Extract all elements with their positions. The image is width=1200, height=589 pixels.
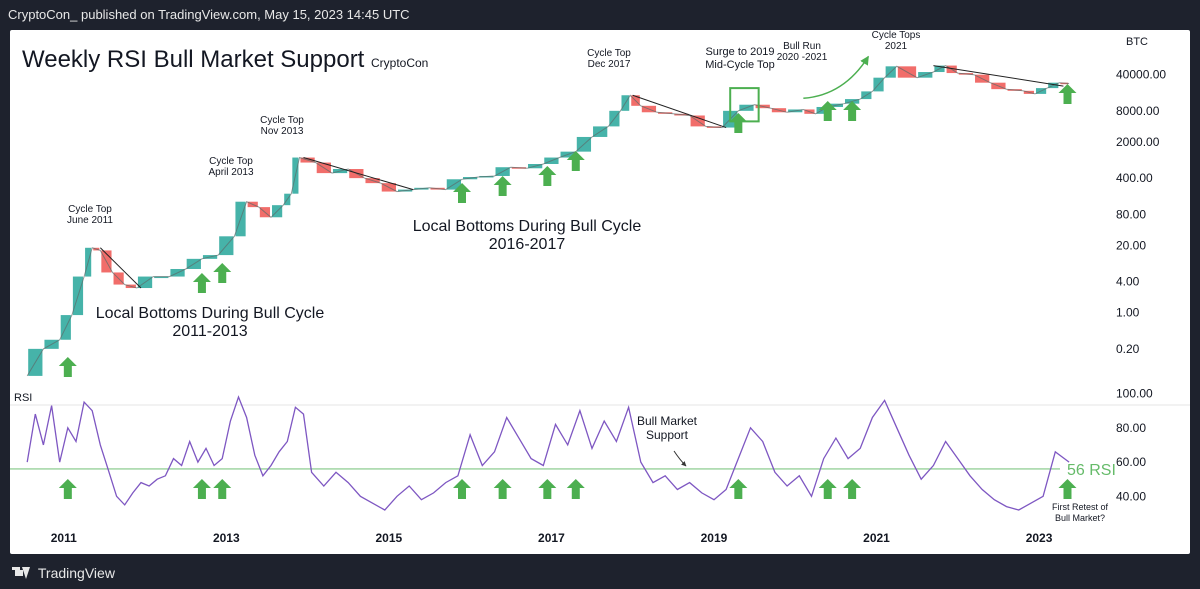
support-pointer-arrow	[673, 450, 687, 467]
rsi-up-arrow-icon	[58, 479, 77, 499]
cycle-top-trendline	[99, 247, 142, 289]
price-tick-label: 4.00	[1116, 275, 1140, 289]
price-tick-label: 40000.00	[1116, 68, 1166, 82]
rsi-tick-label: 100.00	[1116, 387, 1153, 401]
annotation-label: Cycle Top June 2011	[67, 204, 113, 226]
price-tick-label: 80.00	[1116, 207, 1146, 221]
price-up-arrow-icon	[1058, 84, 1077, 104]
chart-svg: 56 RSI BTC 0.20 1.00 4.00 20.00 80.00 400.00 20…	[10, 30, 1190, 545]
price-tick-label: 20.00	[1116, 238, 1146, 252]
footer: TradingView	[0, 556, 1200, 588]
rsi-up-arrow-icon	[1058, 479, 1077, 499]
x-tick-label: 2023	[1026, 531, 1053, 545]
x-tick-label: 2013	[213, 531, 240, 545]
rsi-plot: 56 RSI	[10, 395, 1116, 511]
annotations: Weekly RSI Bull Market Support CryptoCon C…	[22, 30, 1109, 523]
x-tick-label: 2011	[51, 531, 77, 545]
price-up-arrow-icon	[538, 166, 557, 186]
x-tick-label: 2019	[701, 531, 728, 545]
price-up-arrow-icon	[453, 183, 472, 203]
price-up-arrow-icon	[566, 151, 585, 171]
chart-author: CryptoCon	[371, 56, 428, 70]
annotation-label: Bull Run 2020 -2021	[777, 41, 828, 63]
price-candle	[154, 276, 169, 279]
rsi-pane-label: RSI	[14, 392, 32, 404]
rsi-up-arrow-icon	[729, 479, 748, 499]
price-axis-label: BTC	[1126, 36, 1148, 48]
x-tick-label: 2015	[376, 531, 403, 545]
annotation-label: Surge to 2019 Mid-Cycle Top	[705, 46, 775, 71]
rsi-support-label: 56 RSI	[1067, 462, 1116, 479]
rsi-up-arrow-icon	[843, 479, 862, 499]
annotation-label: Cycle Tops 2021	[872, 30, 921, 52]
annotation-label: First Retest of Bull Market?	[1052, 502, 1109, 523]
rsi-up-arrow-icon	[538, 479, 557, 499]
price-up-arrow-icon	[213, 263, 232, 283]
price-up-arrow-icon	[843, 101, 862, 121]
price-line	[26, 65, 1070, 377]
tradingview-logo-icon	[12, 567, 30, 580]
annotation-label: Local Bottoms During Bull Cycle 2011-2013	[96, 305, 325, 340]
annotation-label: Bull Market Support	[637, 414, 698, 442]
price-up-arrow-icon	[729, 113, 748, 133]
price-up-arrow-icon	[818, 101, 837, 121]
price-tick-label: 2000.00	[1116, 135, 1160, 149]
annotation-label: Cycle Top Nov 2013	[260, 115, 304, 137]
footer-brand: TradingView	[37, 565, 115, 582]
price-up-arrow-icon	[58, 357, 77, 377]
price-tick-label: 400.00	[1116, 171, 1153, 185]
rsi-up-arrow-icon	[566, 479, 585, 499]
rsi-tick-label: 80.00	[1116, 421, 1146, 435]
price-plot	[26, 55, 1070, 377]
price-tick-label: 8000.00	[1116, 104, 1160, 118]
rsi-up-arrow-icon	[453, 479, 472, 499]
annotation-label: Cycle Top Dec 2017	[587, 48, 631, 70]
price-up-arrow-icon	[192, 273, 211, 293]
chart-title: Weekly RSI Bull Market Support	[22, 46, 365, 73]
x-tick-label: 2017	[538, 531, 565, 545]
axes: BTC 0.20 1.00 4.00 20.00 80.00 400.00 2000.00 80…	[14, 36, 1166, 545]
rsi-up-arrow-icon	[192, 479, 211, 499]
arrow-markers	[58, 84, 1077, 499]
published-line: CryptoCon_ published on TradingView.com,…	[8, 7, 410, 22]
annotation-label: Local Bottoms During Bull Cycle 2016-2017	[413, 218, 642, 253]
price-tick-label: 1.00	[1116, 306, 1140, 320]
chart-panel: 56 RSI BTC 0.20 1.00 4.00 20.00 80.00 400.00 20…	[10, 30, 1190, 554]
price-tick-label: 0.20	[1116, 342, 1140, 356]
cycle-top-trendline	[632, 94, 727, 129]
annotation-label: Cycle Top April 2013	[208, 156, 253, 178]
published-header: CryptoCon_ published on TradingView.com,…	[0, 0, 1200, 30]
rsi-line	[26, 395, 1070, 511]
rsi-up-arrow-icon	[213, 479, 232, 499]
cycle-top-trendline	[933, 65, 1064, 87]
rsi-tick-label: 60.00	[1116, 455, 1146, 469]
rsi-up-arrow-icon	[818, 479, 837, 499]
x-tick-label: 2021	[863, 531, 890, 545]
rsi-tick-label: 40.00	[1116, 489, 1146, 503]
bull-run-arrow	[803, 55, 870, 100]
price-up-arrow-icon	[493, 176, 512, 196]
rsi-up-arrow-icon	[493, 479, 512, 499]
cycle-top-trendline	[303, 157, 414, 191]
